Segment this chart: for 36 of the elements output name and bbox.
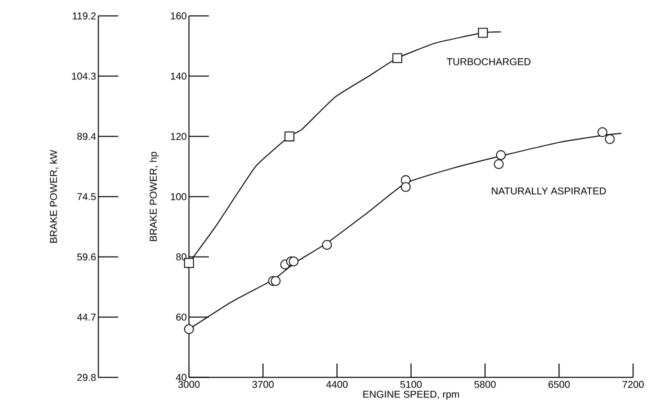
point — [496, 150, 506, 160]
point — [392, 53, 402, 63]
y2-tick-label: 104.3 — [72, 72, 96, 80]
text: TURBOCHARGED — [446, 58, 530, 66]
point — [288, 256, 299, 266]
y-tick-label: 100 — [170, 193, 186, 200]
x-tick-label: 4400 — [326, 380, 348, 388]
x-tick-label: 3000 — [178, 380, 200, 388]
x-tick-label: 5100 — [400, 380, 422, 388]
x-axis-title: ENGINE SPEED, rpm — [363, 390, 459, 400]
y2-tick-label: 74.5 — [77, 193, 96, 200]
x-tick-label: 6500 — [548, 380, 570, 388]
x-tick-label: 3700 — [252, 380, 274, 388]
y-tick-label: 160 — [170, 12, 186, 20]
x-tick-label: 5800 — [474, 380, 496, 388]
x-tick-label: 7200 — [622, 380, 644, 388]
point — [400, 182, 411, 192]
point — [478, 28, 488, 38]
point — [598, 127, 608, 138]
y2-tick-label: 44.7 — [77, 314, 96, 320]
point — [284, 131, 294, 142]
y-tick-label: 40 — [176, 374, 186, 381]
text: NATURALLY ASPIRATED — [492, 187, 606, 194]
point — [494, 159, 504, 169]
point — [270, 276, 281, 286]
point — [322, 240, 332, 250]
y-tick-label: 140 — [170, 72, 186, 80]
y2-tick-label: 89.4 — [77, 132, 96, 140]
y-tick-label: 60 — [176, 314, 186, 321]
y2-axis-title: BRAKE POWER, kW — [50, 150, 58, 243]
point — [604, 134, 615, 144]
y2-tick-label: 119.2 — [72, 12, 96, 20]
y2-tick-label: 29.8 — [77, 374, 96, 381]
y-tick-label: 120 — [170, 132, 186, 140]
y-axis-title: BRAKE POWER, hp — [149, 152, 159, 241]
y2-tick-label: 59.6 — [77, 253, 96, 260]
